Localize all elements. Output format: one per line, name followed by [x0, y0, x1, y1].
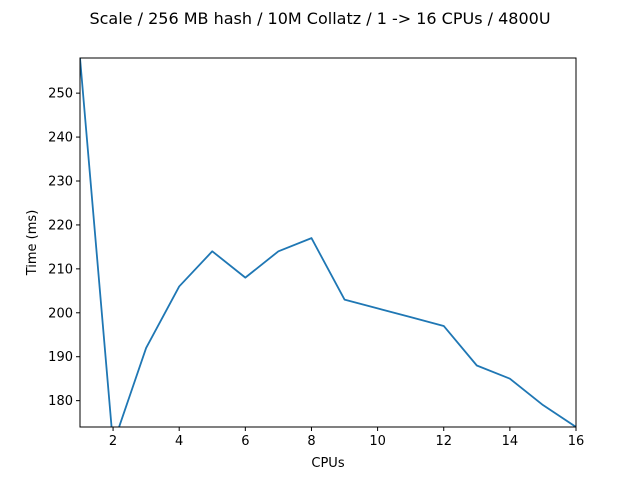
y-tick-label: 190 — [48, 350, 73, 365]
x-tick-label: 10 — [369, 434, 386, 449]
y-tick-label: 250 — [48, 87, 73, 102]
y-tick-label: 220 — [48, 218, 73, 233]
x-axis-label: CPUs — [311, 456, 344, 471]
x-axis: 2 4 6 8 10 12 14 16 — [109, 427, 584, 449]
x-tick-label: 8 — [307, 434, 315, 449]
series-layer — [80, 58, 576, 427]
x-tick-label: 2 — [109, 434, 117, 449]
x-tick-label: 16 — [568, 434, 585, 449]
chart-title: Scale / 256 MB hash / 10M Collatz / 1 ->… — [89, 9, 550, 28]
x-tick-label: 4 — [175, 434, 183, 449]
plot-frame — [79, 57, 577, 428]
x-tick-label: 6 — [241, 434, 249, 449]
y-tick-label: 200 — [48, 306, 73, 321]
series-line — [80, 58, 576, 427]
y-axis: 180 190 200 210 220 230 240 250 — [48, 87, 80, 409]
x-tick-label: 12 — [435, 434, 452, 449]
x-tick-label: 14 — [502, 434, 519, 449]
y-tick-label: 180 — [48, 394, 73, 409]
y-tick-label: 210 — [48, 262, 73, 277]
y-tick-label: 230 — [48, 175, 73, 190]
y-tick-label: 240 — [48, 131, 73, 146]
y-axis-label: Time (ms) — [25, 210, 40, 277]
